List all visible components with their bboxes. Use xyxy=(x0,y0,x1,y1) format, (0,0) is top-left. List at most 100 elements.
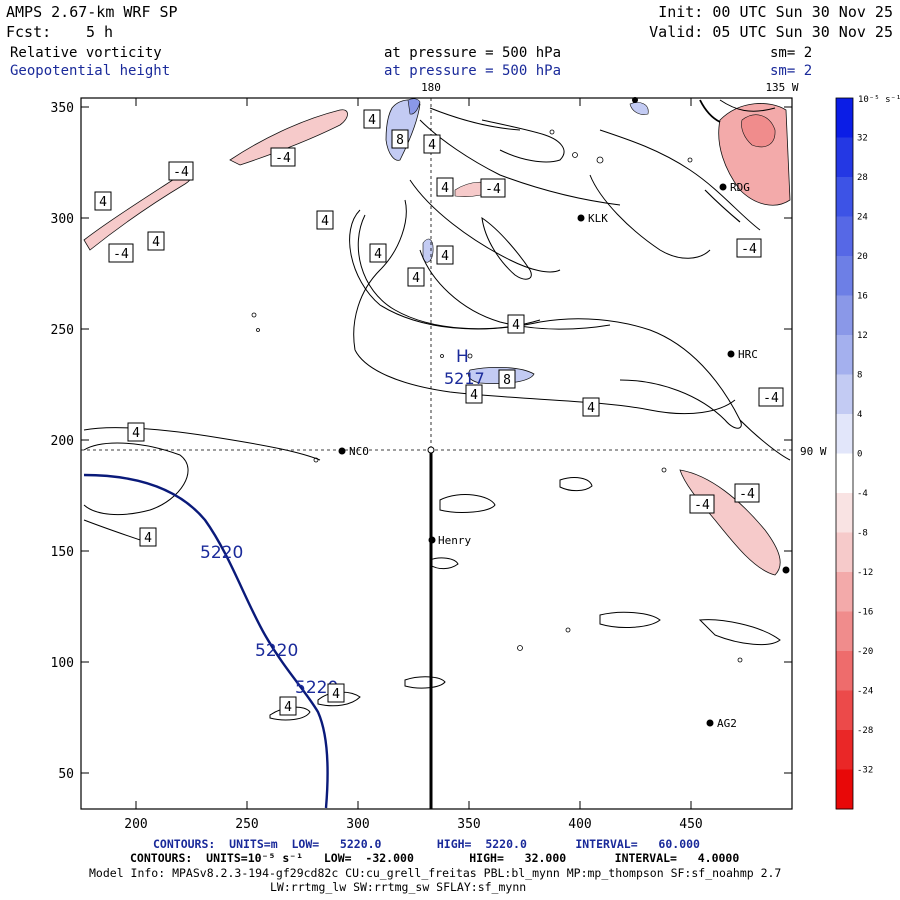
svg-text:4: 4 xyxy=(284,700,292,715)
height-contour-label: 5220 xyxy=(255,641,298,661)
vort-label: 4 xyxy=(363,109,381,129)
colorbar-swatch xyxy=(836,335,853,375)
colorbar-tick-label: 24 xyxy=(857,213,868,223)
vort-label: -4 xyxy=(108,243,134,263)
footer-contours-height: CONTOURS: UNITS=m LOW= 5220.0 HIGH= 5220… xyxy=(153,837,700,851)
svg-text:-4: -4 xyxy=(113,247,129,262)
x-tick-label: 300 xyxy=(346,817,369,832)
colorbar-tick-label: -24 xyxy=(857,687,873,697)
svg-text:-4: -4 xyxy=(739,487,755,502)
svg-text:4: 4 xyxy=(99,195,107,210)
footer-contours-vorticity: CONTOURS: UNITS=10⁻⁵ s⁻¹ LOW= -32.000 HI… xyxy=(130,851,739,865)
colorbar-swatch xyxy=(836,137,853,178)
station-marker xyxy=(719,183,727,191)
vort-label: 4 xyxy=(407,267,425,287)
x-tick-label: 450 xyxy=(679,817,702,832)
vort-label: 4 xyxy=(423,134,441,154)
vort-label: 4 xyxy=(465,384,483,404)
station-marker xyxy=(782,566,790,574)
y-tick-label: 250 xyxy=(51,323,74,338)
station-label-hrc: HRC xyxy=(738,348,758,361)
svg-text:4: 4 xyxy=(368,113,376,128)
vort-label: 8 xyxy=(498,369,516,389)
colorbar-tick-label: 16 xyxy=(857,292,868,302)
colorbar-tick-label: -12 xyxy=(857,568,873,578)
pos-vort-area xyxy=(629,102,649,115)
vort-label: 4 xyxy=(279,696,297,716)
colorbar-tick-label: -32 xyxy=(857,766,873,776)
svg-text:4: 4 xyxy=(512,318,520,333)
colorbar-swatch xyxy=(836,374,853,415)
footer-model-info-2: LW:rrtmg_lw SW:rrtmg_sw SFLAY:sf_mynn xyxy=(270,880,526,894)
x-tick-label: 250 xyxy=(235,817,258,832)
vort-label: 4 xyxy=(436,245,454,265)
colorbar-swatch xyxy=(836,769,853,810)
pole-marker xyxy=(427,446,435,454)
valid-time: Valid: 05 UTC Sun 30 Nov 25 xyxy=(649,23,893,41)
svg-text:4: 4 xyxy=(441,181,449,196)
vort-label: -4 xyxy=(270,147,296,167)
field2-sm: sm= 2 xyxy=(770,63,812,79)
vort-label: 4 xyxy=(94,191,112,211)
colorbar-tick-label: -16 xyxy=(857,608,873,618)
svg-text:8: 8 xyxy=(396,133,404,148)
coastline xyxy=(704,189,741,223)
vort-label: -4 xyxy=(689,494,715,514)
colorbar-tick-label: 0 xyxy=(857,450,862,460)
colorbar-tick-label: 12 xyxy=(857,331,868,341)
pos-vort-area xyxy=(407,98,421,115)
fcst-value: 5 h xyxy=(86,23,113,41)
field1-name: Relative vorticity xyxy=(10,45,162,61)
meridian-label-135w: 135 W xyxy=(765,81,798,94)
vorticity-label-boxes: 4 8 4 -4 -4 4 4 -4 4 4 -4 4 4 4 4 -4 8 4… xyxy=(94,109,784,716)
svg-text:-4: -4 xyxy=(485,182,501,197)
svg-text:4: 4 xyxy=(587,401,595,416)
y-tick-label: 350 xyxy=(51,101,74,116)
y-tick-label: 100 xyxy=(51,656,74,671)
station-marker xyxy=(577,214,585,222)
station-label-klk: KLK xyxy=(588,212,608,225)
colorbar-tick-label: 8 xyxy=(857,371,862,381)
y-tick-label: 300 xyxy=(51,212,74,227)
colorbar-tick-label: -8 xyxy=(857,529,868,539)
colorbar-tick-label: 4 xyxy=(857,410,862,420)
colorbar-swatch xyxy=(836,611,853,652)
colorbar-swatch xyxy=(836,493,853,533)
svg-text:4: 4 xyxy=(132,426,140,441)
init-time: Init: 00 UTC Sun 30 Nov 25 xyxy=(658,3,893,21)
station-marker xyxy=(632,97,638,103)
vort-label: 4 xyxy=(327,683,345,703)
vort-label: 4 xyxy=(147,231,165,251)
station-label-nco: NCO xyxy=(349,445,369,458)
vort-label: 4 xyxy=(139,527,157,547)
colorbar-swatch xyxy=(836,216,853,257)
field1-level: at pressure = 500 hPa xyxy=(384,45,561,61)
vort-label: 4 xyxy=(582,397,600,417)
svg-text:4: 4 xyxy=(374,247,382,262)
svg-text:4: 4 xyxy=(412,271,420,286)
svg-text:4: 4 xyxy=(152,235,160,250)
station-marker xyxy=(706,719,714,727)
colorbar-tick-label: -4 xyxy=(857,489,868,499)
colorbar-swatch xyxy=(836,572,853,612)
svg-text:4: 4 xyxy=(470,388,478,403)
vort-label: -4 xyxy=(480,178,506,198)
colorbar-swatch xyxy=(836,98,853,138)
station-marker xyxy=(727,350,735,358)
high-center-label: H xyxy=(456,347,469,367)
svg-text:-4: -4 xyxy=(275,151,291,166)
colorbar-swatch xyxy=(836,651,853,691)
y-tick-label: 50 xyxy=(58,767,74,782)
neg-vort-area xyxy=(741,114,776,148)
high-center-value: 5217 xyxy=(444,369,485,388)
svg-text:-4: -4 xyxy=(694,498,710,513)
vort-label: -4 xyxy=(758,387,784,407)
station-marker xyxy=(428,536,436,544)
svg-text:4: 4 xyxy=(321,214,329,229)
colorbar-frame xyxy=(835,97,854,810)
svg-text:8: 8 xyxy=(503,373,511,388)
svg-text:-4: -4 xyxy=(173,165,189,180)
colorbar-tick-label: -28 xyxy=(857,726,873,736)
colorbar-tick-label: 20 xyxy=(857,252,868,262)
